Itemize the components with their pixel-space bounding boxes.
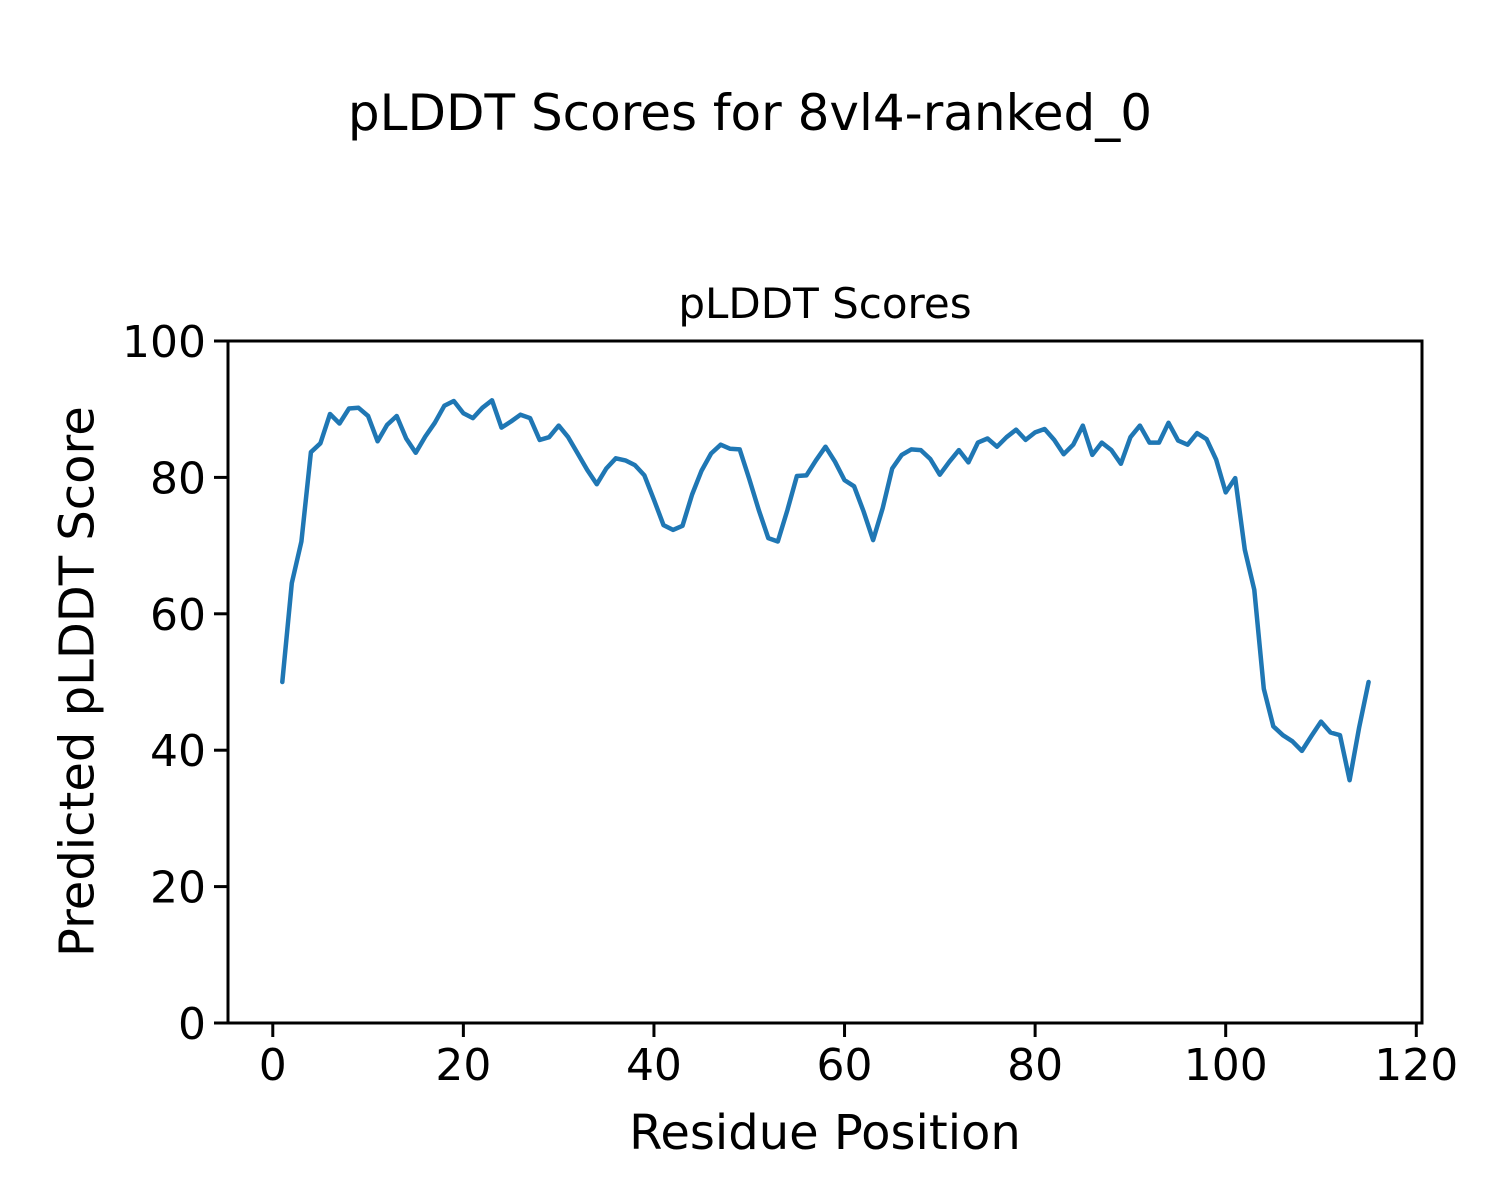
x-tick-label: 20 xyxy=(435,1040,491,1091)
y-tick-label: 0 xyxy=(178,999,206,1050)
x-tick-label: 0 xyxy=(259,1040,287,1091)
y-tick-label: 80 xyxy=(150,453,206,504)
y-axis-label: Predicted pLDDT Score xyxy=(49,406,106,957)
x-axis-label: Residue Position xyxy=(629,1105,1021,1161)
y-tick-label: 60 xyxy=(150,590,206,641)
x-tick-label: 120 xyxy=(1374,1040,1458,1091)
axes-title: pLDDT Scores xyxy=(678,279,972,328)
axis-tick-labels: 0 20 40 60 80 100 120 0 20 40 60 80 100 xyxy=(122,317,1458,1091)
y-tick-label: 100 xyxy=(122,317,206,368)
y-tick-label: 40 xyxy=(150,726,206,777)
figure-suptitle: pLDDT Scores for 8vl4-ranked_0 xyxy=(347,84,1153,142)
x-tick-label: 100 xyxy=(1184,1040,1268,1091)
plddt-line xyxy=(280,398,1371,783)
x-tick-label: 40 xyxy=(626,1040,682,1091)
axis-ticks xyxy=(214,339,1418,1037)
x-tick-label: 60 xyxy=(817,1040,873,1091)
y-tick-label: 20 xyxy=(150,863,206,914)
axes-spines xyxy=(226,339,1424,1025)
x-tick-label: 80 xyxy=(1007,1040,1063,1091)
